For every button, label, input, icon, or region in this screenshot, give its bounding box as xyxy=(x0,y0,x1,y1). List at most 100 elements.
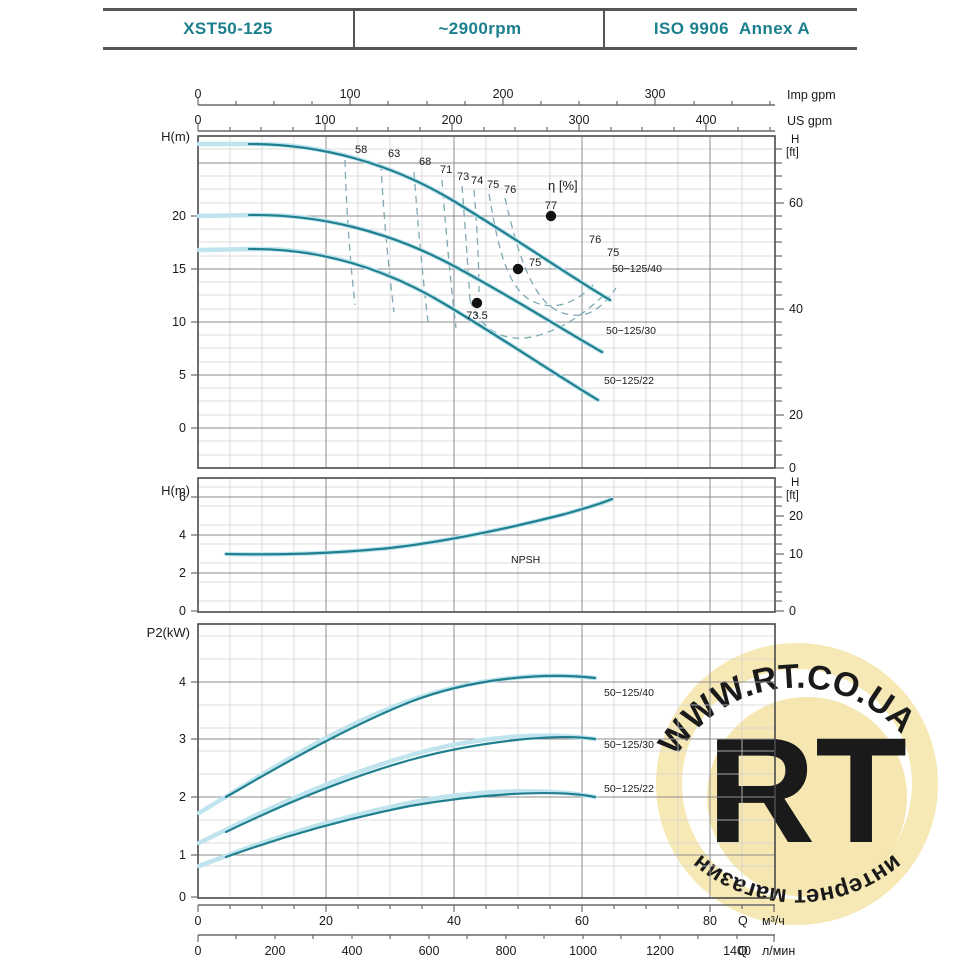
q-m3h-tick-40: 40 xyxy=(447,914,461,928)
power-curve-50-125-22 xyxy=(196,788,598,869)
iso-label-right-76: 76 xyxy=(589,234,601,246)
q-lmin-tick-1200: 1200 xyxy=(646,944,674,958)
npsh-panel: 0 2 4 6 H(m) 0 10 20 H xyxy=(161,477,803,618)
duty-point-label-735: 73.5 xyxy=(466,310,487,322)
npsh-m-tick-0: 0 xyxy=(179,604,186,618)
duty-point-label-77: 77 xyxy=(545,200,557,212)
q-unit-lmin: л/мин xyxy=(762,944,795,958)
q-m3h-tick-0: 0 xyxy=(195,914,202,928)
q-m3h-tick-20: 20 xyxy=(319,914,333,928)
head-m-axis: 0 5 10 15 20 H(m) xyxy=(161,129,198,435)
npsh-ft-tick-20: 20 xyxy=(789,509,803,523)
power-tick-4: 4 xyxy=(179,675,186,689)
npsh-ft-axis-label-h: H xyxy=(791,477,799,489)
head-m-tick-15: 15 xyxy=(172,262,186,276)
header-speed-text: ~2900rpm xyxy=(438,19,522,38)
head-panel: 0 5 10 15 20 H(m) xyxy=(161,129,803,475)
head-ft-tick-0: 0 xyxy=(789,461,796,475)
imp-gpm-tick-300: 300 xyxy=(645,87,666,101)
head-m-tick-5: 5 xyxy=(179,368,186,382)
q-lmin-tick-400: 400 xyxy=(342,944,363,958)
header-standard-annex: Annex A xyxy=(738,19,811,38)
head-m-tick-10: 10 xyxy=(172,315,186,329)
us-gpm-tick-200: 200 xyxy=(442,113,463,127)
us-gpm-tick-300: 300 xyxy=(569,113,590,127)
npsh-curve xyxy=(223,496,615,557)
power-axis-label: P2(kW) xyxy=(147,625,190,640)
q-lmin-tick-200: 200 xyxy=(265,944,286,958)
title-bar: XST50-125 ~2900rpm ISO 9906 Annex A xyxy=(103,8,857,50)
head-m-tick-20: 20 xyxy=(172,209,186,223)
power-curve-label-30: 50−125/30 xyxy=(604,739,654,751)
q-m3h-axis: 0 20 40 60 80 Q м³/ч xyxy=(195,904,785,928)
iso-label-73: 73 xyxy=(457,171,469,183)
duty-point-marker-75 xyxy=(512,263,524,275)
head-curve-50-125-40 xyxy=(196,141,613,303)
q-lmin-tick-600: 600 xyxy=(419,944,440,958)
q-lmin-tick-0: 0 xyxy=(195,944,202,958)
npsh-m-axis-label: H(m) xyxy=(161,483,190,498)
power-axis: 0 1 2 3 4 P2(kW) xyxy=(147,625,198,904)
us-gpm-axis-label: US gpm xyxy=(787,114,832,128)
imp-gpm-tick-0: 0 xyxy=(195,87,202,101)
power-curve-label-22: 50−125/22 xyxy=(604,783,654,795)
npsh-ft-tick-0: 0 xyxy=(789,604,796,618)
head-ft-tick-40: 40 xyxy=(789,302,803,316)
head-ft-axis-label-h: H xyxy=(791,134,799,146)
head-m-tick-0: 0 xyxy=(179,421,186,435)
power-tick-2: 2 xyxy=(179,790,186,804)
power-panel: 0 1 2 3 4 P2(kW) xyxy=(147,623,776,904)
duty-point-marker-735 xyxy=(471,297,483,309)
npsh-ft-axis-label-ft: [ft] xyxy=(786,490,799,502)
power-tick-0: 0 xyxy=(179,890,186,904)
iso-label-74: 74 xyxy=(471,175,483,187)
iso-label-58: 58 xyxy=(355,144,367,156)
head-ft-tick-60: 60 xyxy=(789,196,803,210)
iso-label-right-75: 75 xyxy=(607,247,619,259)
header-model: XST50-125 xyxy=(103,11,353,47)
header-standard: ISO 9906 Annex A xyxy=(603,11,859,47)
npsh-m-tick-2: 2 xyxy=(179,566,186,580)
npsh-m-tick-6: 6 xyxy=(179,490,186,504)
head-curve-50-125-30 xyxy=(196,212,605,355)
head-ft-tick-20: 20 xyxy=(789,408,803,422)
power-curve-50-125-30 xyxy=(196,733,598,846)
q-m3h-tick-80: 80 xyxy=(703,914,717,928)
q-m3h-tick-60: 60 xyxy=(575,914,589,928)
npsh-curve-label: NPSH xyxy=(511,554,540,566)
us-gpm-axis: 0 100 200 300 400 US gpm xyxy=(195,113,832,132)
duty-point-label-75: 75 xyxy=(529,257,541,269)
power-tick-3: 3 xyxy=(179,732,186,746)
iso-label-68: 68 xyxy=(419,156,431,168)
power-tick-1: 1 xyxy=(179,848,186,862)
imp-gpm-axis-label: Imp gpm xyxy=(787,88,836,102)
imp-gpm-axis: 0 100 200 300 Imp gpm xyxy=(195,87,836,106)
head-curve-label-40: 50−125/40 xyxy=(612,263,662,275)
npsh-ft-axis: 0 10 20 H [ft] xyxy=(775,477,803,618)
q-lmin-tick-800: 800 xyxy=(496,944,517,958)
head-m-axis-label: H(m) xyxy=(161,129,190,144)
header-speed: ~2900rpm xyxy=(353,11,605,47)
head-curve-label-30: 50−125/30 xyxy=(606,325,656,337)
head-ft-axis-label-ft: [ft] xyxy=(786,147,799,159)
iso-label-63: 63 xyxy=(388,148,400,160)
duty-point-marker-77 xyxy=(545,210,557,222)
npsh-ft-tick-10: 10 xyxy=(789,547,803,561)
npsh-m-tick-4: 4 xyxy=(179,528,186,542)
q-lmin-tick-1400: 1400 xyxy=(723,944,751,958)
npsh-m-axis: 0 2 4 6 H(m) xyxy=(161,483,198,618)
header-model-text: XST50-125 xyxy=(183,19,273,38)
imp-gpm-tick-100: 100 xyxy=(340,87,361,101)
q-symbol-lmin: Q xyxy=(738,944,748,958)
us-gpm-tick-400: 400 xyxy=(696,113,717,127)
iso-efficiency-labels: 58 63 68 71 73 74 75 76 76 75 xyxy=(355,144,619,259)
eta-legend-label: η [%] xyxy=(548,178,578,193)
header-standard-iso: ISO 9906 xyxy=(653,19,729,38)
q-unit-m3h: м³/ч xyxy=(762,914,785,928)
us-gpm-tick-100: 100 xyxy=(315,113,336,127)
iso-label-76: 76 xyxy=(504,184,516,196)
power-curve-labels: 50−125/40 50−125/30 50−125/22 xyxy=(604,687,654,795)
q-symbol-m3h: Q xyxy=(738,914,748,928)
head-curve-label-22: 50−125/22 xyxy=(604,375,654,387)
